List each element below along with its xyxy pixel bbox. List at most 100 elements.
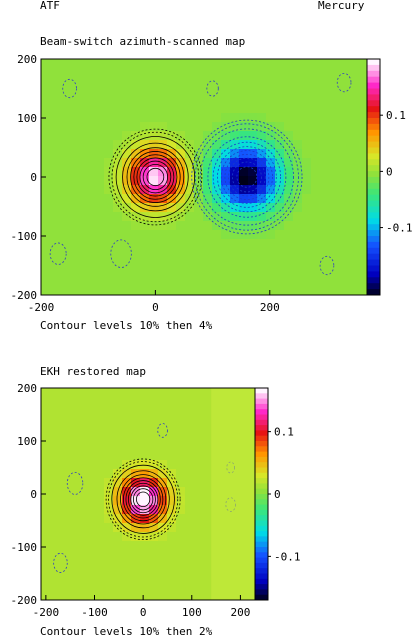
chart1-pixel: [212, 212, 221, 221]
chart1-pixel: [140, 122, 149, 131]
chart1-pixel: [221, 212, 230, 221]
chart1-pixel: [266, 203, 275, 212]
chart1-pixel: [104, 176, 113, 185]
chart1-pixel: [140, 158, 149, 167]
chart2-pixel: [158, 460, 167, 469]
chart2-colorbar-cell: [255, 388, 268, 394]
chart1-pixel: [122, 158, 131, 167]
chart1-pixel: [140, 194, 149, 203]
chart1-pixel: [212, 158, 221, 167]
chart2-x-tick-label: 200: [230, 606, 250, 619]
chart1-pixel: [239, 203, 248, 212]
chart1-pixel: [122, 131, 131, 140]
chart1-pixel: [194, 176, 203, 185]
chart2-colorbar-cell: [255, 509, 268, 516]
chart2-colorbar-tick-label: 0: [274, 488, 281, 501]
chart1-pixel: [158, 149, 167, 158]
chart2-pixel: [167, 514, 176, 523]
chart1-pixel: [212, 176, 221, 185]
chart1-colorbar-cell: [367, 82, 380, 89]
chart1-pixel: [158, 167, 167, 176]
chart2-colorbar-cell: [255, 483, 268, 490]
chart1-pixel: [158, 203, 167, 212]
chart1-pixel: [275, 167, 284, 176]
chart1-pixel: [212, 167, 221, 176]
chart1-pixel: [167, 203, 176, 212]
chart2-colorbar-cell: [255, 547, 268, 553]
chart2-pixel: [167, 505, 176, 514]
chart2-contour: [132, 488, 154, 511]
chart1-pixel: [257, 221, 266, 230]
chart1-pixel: [212, 203, 221, 212]
chart1-pixel: [257, 158, 266, 167]
chart1-colorbar-tick-label: 0.1: [386, 109, 406, 122]
chart2-colorbar-cell: [255, 414, 268, 421]
chart2-colorbar-cell: [255, 541, 268, 548]
chart2-x-tick-label: 0: [140, 606, 147, 619]
chart1-pixel: [221, 230, 230, 239]
chart1-pixel: [131, 140, 140, 149]
chart1-x-tick-label: 200: [260, 301, 280, 314]
chart1-pixel: [275, 203, 284, 212]
chart1-pixel: [113, 167, 122, 176]
chart2-colorbar-cell: [255, 536, 268, 543]
chart2-pixel: [158, 532, 167, 541]
chart1-pixel: [239, 176, 248, 185]
chart2-pixel: [140, 532, 149, 541]
chart1-pixel: [257, 131, 266, 140]
chart1-pixel: [284, 140, 293, 149]
chart1-pixel: [248, 221, 257, 230]
chart2-pixel: [167, 478, 176, 487]
chart1-colorbar-cell: [367, 129, 380, 137]
chart2-pixel: [158, 469, 167, 478]
chart2-pixel: [140, 514, 149, 523]
chart2-pixel: [149, 523, 158, 532]
chart2-pixel: [122, 496, 131, 505]
chart2-pixel: [131, 469, 140, 478]
chart2-pixel: [122, 523, 131, 532]
chart2-pixel: [122, 460, 131, 469]
chart1-pixel: [167, 212, 176, 221]
chart1-pixel: [221, 113, 230, 122]
chart1-pixel: [257, 149, 266, 158]
chart1-colorbar-cell: [367, 289, 380, 296]
chart1-pixel: [248, 203, 257, 212]
chart1-pixel: [293, 185, 302, 194]
chart1-pixel: [122, 185, 131, 194]
chart2-colorbar-cell: [255, 531, 268, 537]
chart1-pixel: [140, 176, 149, 185]
chart1-pixel: [266, 194, 275, 203]
chart1-pixel: [149, 176, 158, 185]
chart1-pixel: [131, 185, 140, 194]
chart1-pixel: [284, 212, 293, 221]
chart1-pixel: [239, 113, 248, 122]
chart1-pixel: [149, 194, 158, 203]
chart2-pixel: [131, 496, 140, 505]
chart1-pixel: [212, 131, 221, 140]
chart2-pixel: [122, 532, 131, 541]
chart1-pixel: [221, 140, 230, 149]
chart1-pixel: [194, 167, 203, 176]
chart1-pixel: [176, 149, 185, 158]
chart1-pixel: [257, 140, 266, 149]
chart2-colorbar-cell: [255, 525, 268, 532]
chart1-pixel: [221, 131, 230, 140]
chart1-pixel: [275, 212, 284, 221]
chart1-pixel: [302, 185, 311, 194]
chart1-pixel: [230, 158, 239, 167]
chart1-pixel: [176, 167, 185, 176]
chart1-pixel: [284, 149, 293, 158]
chart1-pixel: [158, 176, 167, 185]
chart1-contour: [111, 131, 200, 223]
chart1-y-tick-label: 200: [17, 53, 37, 66]
chart2-x-tick-label: -100: [81, 606, 108, 619]
chart1-pixel: [284, 167, 293, 176]
chart1-pixel: [230, 113, 239, 122]
chart1-pixel: [266, 140, 275, 149]
chart2-colorbar-cell: [255, 435, 268, 442]
chart1-pixel: [239, 194, 248, 203]
chart1-colorbar-frame: [366, 58, 381, 296]
chart1-pixel: [122, 167, 131, 176]
chart2-y-tick-label: 100: [17, 435, 37, 448]
chart1-pixel: [239, 140, 248, 149]
